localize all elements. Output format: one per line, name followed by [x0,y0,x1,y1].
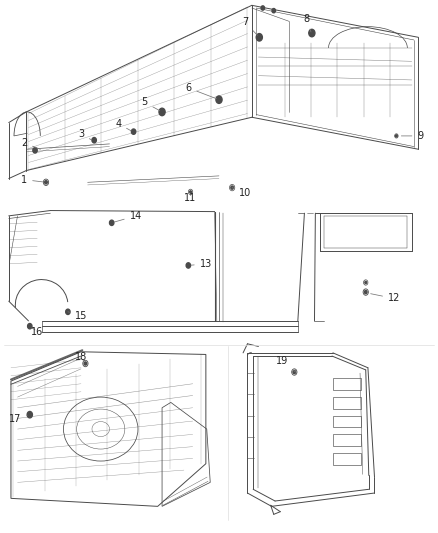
Text: 3: 3 [78,130,92,140]
Circle shape [33,148,37,153]
Text: 2: 2 [21,138,40,149]
Circle shape [159,108,165,116]
Circle shape [396,135,397,137]
Text: 1: 1 [21,175,43,184]
Circle shape [293,370,296,374]
Circle shape [66,309,70,314]
Circle shape [110,220,114,225]
Text: 16: 16 [31,327,43,336]
Text: 5: 5 [141,98,159,110]
Text: 7: 7 [242,18,258,35]
Circle shape [365,281,367,284]
Circle shape [131,129,136,134]
Circle shape [216,96,222,103]
Circle shape [309,29,315,37]
Circle shape [190,191,191,193]
Text: 12: 12 [371,294,400,303]
Circle shape [256,34,262,41]
Circle shape [92,138,96,143]
Circle shape [28,324,32,329]
Text: 4: 4 [115,119,131,131]
Circle shape [272,9,276,13]
Text: 13: 13 [191,259,212,269]
Circle shape [27,411,32,418]
Text: 18: 18 [75,352,87,362]
Circle shape [364,290,367,294]
Circle shape [84,362,87,365]
Circle shape [231,186,233,189]
Text: 14: 14 [114,211,142,222]
Text: 9: 9 [401,131,424,141]
Text: 8: 8 [304,14,311,32]
Text: 19: 19 [276,357,296,372]
Text: 17: 17 [9,415,27,424]
Text: 6: 6 [185,83,216,99]
Text: 11: 11 [184,193,197,203]
Circle shape [45,181,47,184]
Circle shape [186,263,191,268]
Text: 15: 15 [68,311,87,320]
Circle shape [261,6,265,10]
Text: 10: 10 [232,188,251,198]
